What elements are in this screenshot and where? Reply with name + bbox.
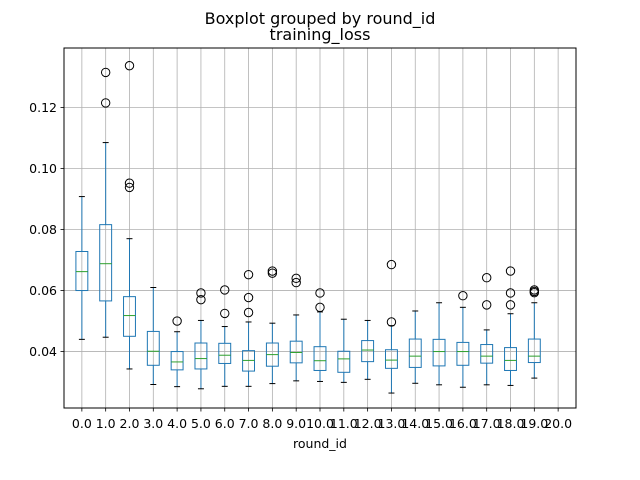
x-tick-label-6: 6.0: [215, 416, 235, 431]
box-10: [313, 346, 327, 371]
flier-2-2: [124, 60, 135, 71]
flier-1-1: [100, 67, 111, 78]
box-18: [504, 347, 517, 371]
box-3: [146, 330, 160, 366]
box-group-13: [384, 259, 398, 394]
box-group-18: [504, 266, 517, 386]
x-tick-label-9: 9.0: [286, 416, 306, 431]
box-group-9: [289, 273, 303, 382]
x-tick-label-12: 12.0: [354, 416, 382, 431]
flier-16-0: [458, 291, 468, 301]
flier-2-0: [124, 182, 135, 193]
box-14: [408, 338, 422, 368]
box-4: [170, 351, 184, 371]
flier-17-0: [481, 300, 492, 310]
x-tick-label-0: 0.0: [72, 416, 92, 431]
flier-9-1: [291, 273, 301, 284]
box-group-4: [170, 316, 184, 388]
flier-5-1: [196, 288, 206, 298]
flier-10-1: [315, 288, 325, 298]
flier-17-1: [481, 273, 492, 283]
box-13: [384, 349, 398, 369]
box-group-11: [337, 318, 351, 383]
box-group-14: [408, 310, 422, 384]
flier-8-0: [267, 268, 278, 278]
box-12: [361, 340, 375, 363]
box-group-0: [75, 196, 89, 340]
x-tick-label-20: 20.0: [544, 416, 572, 431]
flier-18-2: [505, 266, 516, 276]
box-15: [432, 338, 446, 367]
box-6: [218, 342, 232, 364]
box-1: [99, 224, 113, 302]
x-tick-label-10: 10.0: [306, 416, 334, 431]
x-tick-label-4: 4.0: [167, 416, 187, 431]
box-0: [75, 250, 89, 292]
flier-4-0: [172, 316, 182, 326]
box-group-6: [218, 285, 232, 387]
flier-1-0: [100, 98, 111, 108]
x-tick-label-5: 5.0: [191, 416, 211, 431]
x-tick-label-1: 1.0: [96, 416, 116, 431]
box-11: [337, 350, 351, 373]
boxes: [75, 60, 541, 394]
box-group-8: [265, 266, 279, 385]
x-tick-label-18: 18.0: [497, 416, 525, 431]
axes: 0.04 0.06 0.08 0.10 0.12 0.0 1.0 2.0 3.0 4.0 5.0 6.…: [29, 47, 577, 431]
x-tick-label-2: 2.0: [120, 416, 140, 431]
flier-9-0: [291, 277, 301, 288]
y-tick-label-2: 0.08: [29, 222, 57, 237]
x-tick-label-19: 19.0: [520, 416, 548, 431]
flier-10-0: [315, 302, 325, 313]
flier-18-1: [505, 288, 516, 298]
box-17: [480, 344, 494, 364]
box-group-19: [527, 285, 541, 379]
box-group-1: [99, 67, 113, 338]
flier-7-2: [243, 269, 254, 280]
x-tick-label-3: 3.0: [143, 416, 163, 431]
box-group-15: [432, 302, 446, 386]
box-group-17: [480, 273, 494, 386]
flier-18-0: [505, 300, 516, 310]
x-tick-label-16: 16.0: [449, 416, 477, 431]
flier-7-1: [243, 292, 254, 303]
flier-19-2: [529, 285, 540, 295]
chart-suptitle: Boxplot grouped by round_id: [205, 9, 436, 29]
box-16: [456, 341, 470, 366]
x-tick-label-14: 14.0: [401, 416, 429, 431]
flier-5-0: [196, 294, 206, 305]
box-group-2: [123, 60, 136, 370]
x-tick-label-15: 15.0: [425, 416, 453, 431]
x-tick-label-8: 8.0: [262, 416, 282, 431]
box-group-5: [194, 288, 208, 390]
chart-title: training_loss: [270, 25, 371, 45]
flier-13-1: [386, 259, 397, 270]
box-19: [527, 338, 541, 364]
flier-7-0: [243, 307, 254, 318]
x-tick-label-13: 13.0: [378, 416, 406, 431]
box-group-3: [146, 286, 160, 386]
flier-6-1: [220, 285, 230, 295]
box-5: [194, 342, 208, 370]
grid: [64, 48, 576, 408]
box-group-16: [456, 291, 470, 388]
box-group-7: [242, 269, 256, 387]
x-tick-label-17: 17.0: [473, 416, 501, 431]
y-tick-label-0: 0.04: [29, 344, 57, 359]
box-group-12: [361, 319, 375, 380]
y-tick-label-3: 0.10: [29, 161, 57, 176]
flier-13-0: [386, 317, 397, 327]
y-tick-label-1: 0.06: [29, 283, 57, 298]
x-axis-label: round_id: [293, 436, 347, 451]
box-group-10: [313, 288, 327, 382]
flier-6-0: [220, 308, 230, 319]
box-2: [123, 296, 136, 337]
x-tick-label-7: 7.0: [239, 416, 259, 431]
flier-8-1: [267, 266, 278, 276]
x-tick-label-11: 11.0: [330, 416, 358, 431]
flier-2-1: [124, 178, 135, 188]
y-tick-label-4: 0.12: [29, 100, 57, 115]
